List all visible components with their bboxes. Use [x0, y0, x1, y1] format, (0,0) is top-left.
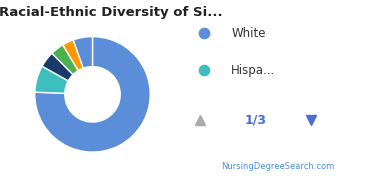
Wedge shape — [42, 53, 73, 81]
Wedge shape — [52, 45, 78, 75]
Text: 3.6%: 3.6% — [88, 96, 115, 106]
Wedge shape — [63, 40, 83, 71]
Text: Hispa...: Hispa... — [231, 64, 276, 77]
Text: White: White — [231, 27, 266, 40]
Text: 1/3: 1/3 — [244, 114, 266, 127]
Wedge shape — [73, 37, 92, 68]
Text: NursingDegreeSearch.com: NursingDegreeSearch.com — [221, 162, 334, 171]
Wedge shape — [35, 66, 68, 93]
Text: Racial-Ethnic Diversity of Si...: Racial-Ethnic Diversity of Si... — [0, 6, 223, 18]
Point — [201, 32, 206, 35]
Wedge shape — [35, 37, 150, 152]
Point — [201, 69, 206, 72]
